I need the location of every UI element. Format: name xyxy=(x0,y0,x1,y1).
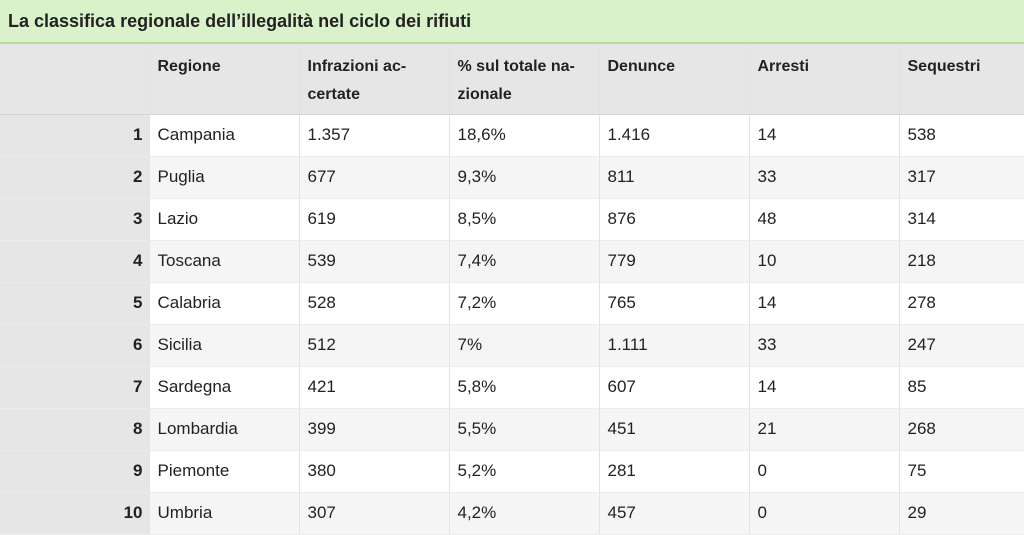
percent-cell: 5,2% xyxy=(449,450,600,493)
percent-cell: 5,5% xyxy=(449,408,600,451)
arrests-cell: 33 xyxy=(749,156,900,199)
arrests-cell: 10 xyxy=(749,240,900,283)
rank-cell: 5 xyxy=(0,282,150,325)
infractions-cell: 380 xyxy=(299,450,450,493)
table-row: 2 Puglia 677 9,3% 811 33 317 xyxy=(0,156,1024,199)
infractions-cell: 539 xyxy=(299,240,450,283)
percent-cell: 9,3% xyxy=(449,156,600,199)
arrests-cell: 14 xyxy=(749,282,900,325)
seizures-cell: 29 xyxy=(899,492,1024,535)
complaints-column-header: Denunce xyxy=(599,44,750,115)
seizures-cell: 538 xyxy=(899,114,1024,157)
region-cell: Lazio xyxy=(149,198,300,241)
percent-column-header: % sul totale na- zionale xyxy=(449,44,600,115)
rank-cell: 8 xyxy=(0,408,150,451)
rank-cell: 4 xyxy=(0,240,150,283)
table-row: 1 Campania 1.357 18,6% 1.416 14 538 xyxy=(0,114,1024,157)
percent-cell: 7,4% xyxy=(449,240,600,283)
infractions-cell: 677 xyxy=(299,156,450,199)
infractions-cell: 512 xyxy=(299,324,450,367)
rank-cell: 3 xyxy=(0,198,150,241)
table-row: 3 Lazio 619 8,5% 876 48 314 xyxy=(0,198,1024,241)
complaints-cell: 811 xyxy=(599,156,750,199)
infractions-cell: 1.357 xyxy=(299,114,450,157)
percent-cell: 7% xyxy=(449,324,600,367)
seizures-column-header: Sequestri xyxy=(899,44,1024,115)
percent-cell: 5,8% xyxy=(449,366,600,409)
percent-cell: 7,2% xyxy=(449,282,600,325)
complaints-cell: 1.416 xyxy=(599,114,750,157)
table-row: 8 Lombardia 399 5,5% 451 21 268 xyxy=(0,408,1024,451)
seizures-cell: 314 xyxy=(899,198,1024,241)
rank-cell: 9 xyxy=(0,450,150,493)
region-cell: Sicilia xyxy=(149,324,300,367)
complaints-cell: 1.111 xyxy=(599,324,750,367)
infractions-cell: 307 xyxy=(299,492,450,535)
seizures-cell: 268 xyxy=(899,408,1024,451)
table-body: 1 Campania 1.357 18,6% 1.416 14 538 2 Puglia 677 9… xyxy=(0,114,1024,535)
complaints-cell: 451 xyxy=(599,408,750,451)
table-title: La classifica regionale dell’illegalità … xyxy=(0,0,1024,44)
arrests-column-header: Arresti xyxy=(749,44,900,115)
region-cell: Sardegna xyxy=(149,366,300,409)
region-cell: Lombardia xyxy=(149,408,300,451)
complaints-cell: 765 xyxy=(599,282,750,325)
infractions-cell: 399 xyxy=(299,408,450,451)
arrests-cell: 48 xyxy=(749,198,900,241)
region-cell: Umbria xyxy=(149,492,300,535)
region-column-header: Regione xyxy=(149,44,300,115)
table-row: 4 Toscana 539 7,4% 779 10 218 xyxy=(0,240,1024,283)
region-cell: Puglia xyxy=(149,156,300,199)
table-row: 6 Sicilia 512 7% 1.111 33 247 xyxy=(0,324,1024,367)
arrests-cell: 21 xyxy=(749,408,900,451)
arrests-cell: 14 xyxy=(749,366,900,409)
percent-cell: 18,6% xyxy=(449,114,600,157)
complaints-cell: 779 xyxy=(599,240,750,283)
rank-cell: 6 xyxy=(0,324,150,367)
seizures-cell: 317 xyxy=(899,156,1024,199)
region-cell: Campania xyxy=(149,114,300,157)
infractions-column-header: Infrazioni ac- certate xyxy=(299,44,450,115)
arrests-cell: 14 xyxy=(749,114,900,157)
complaints-cell: 607 xyxy=(599,366,750,409)
arrests-cell: 0 xyxy=(749,492,900,535)
region-cell: Toscana xyxy=(149,240,300,283)
complaints-cell: 457 xyxy=(599,492,750,535)
complaints-cell: 876 xyxy=(599,198,750,241)
table-row: 9 Piemonte 380 5,2% 281 0 75 xyxy=(0,450,1024,493)
region-cell: Calabria xyxy=(149,282,300,325)
seizures-cell: 278 xyxy=(899,282,1024,325)
percent-cell: 8,5% xyxy=(449,198,600,241)
percent-cell: 4,2% xyxy=(449,492,600,535)
seizures-cell: 75 xyxy=(899,450,1024,493)
infractions-cell: 619 xyxy=(299,198,450,241)
rank-cell: 10 xyxy=(0,492,150,535)
arrests-cell: 0 xyxy=(749,450,900,493)
table-header-row: Regione Infrazioni ac- certate% sul total… xyxy=(0,44,1024,115)
infractions-cell: 528 xyxy=(299,282,450,325)
ranking-table: Regione Infrazioni ac- certate% sul total… xyxy=(0,44,1024,535)
rank-column-header xyxy=(0,44,150,115)
rank-cell: 2 xyxy=(0,156,150,199)
rank-cell: 1 xyxy=(0,114,150,157)
region-cell: Piemonte xyxy=(149,450,300,493)
complaints-cell: 281 xyxy=(599,450,750,493)
seizures-cell: 218 xyxy=(899,240,1024,283)
table-row: 7 Sardegna 421 5,8% 607 14 85 xyxy=(0,366,1024,409)
seizures-cell: 85 xyxy=(899,366,1024,409)
seizures-cell: 247 xyxy=(899,324,1024,367)
rank-cell: 7 xyxy=(0,366,150,409)
table-row: 5 Calabria 528 7,2% 765 14 278 xyxy=(0,282,1024,325)
table-row: 10 Umbria 307 4,2% 457 0 29 xyxy=(0,492,1024,535)
arrests-cell: 33 xyxy=(749,324,900,367)
infractions-cell: 421 xyxy=(299,366,450,409)
